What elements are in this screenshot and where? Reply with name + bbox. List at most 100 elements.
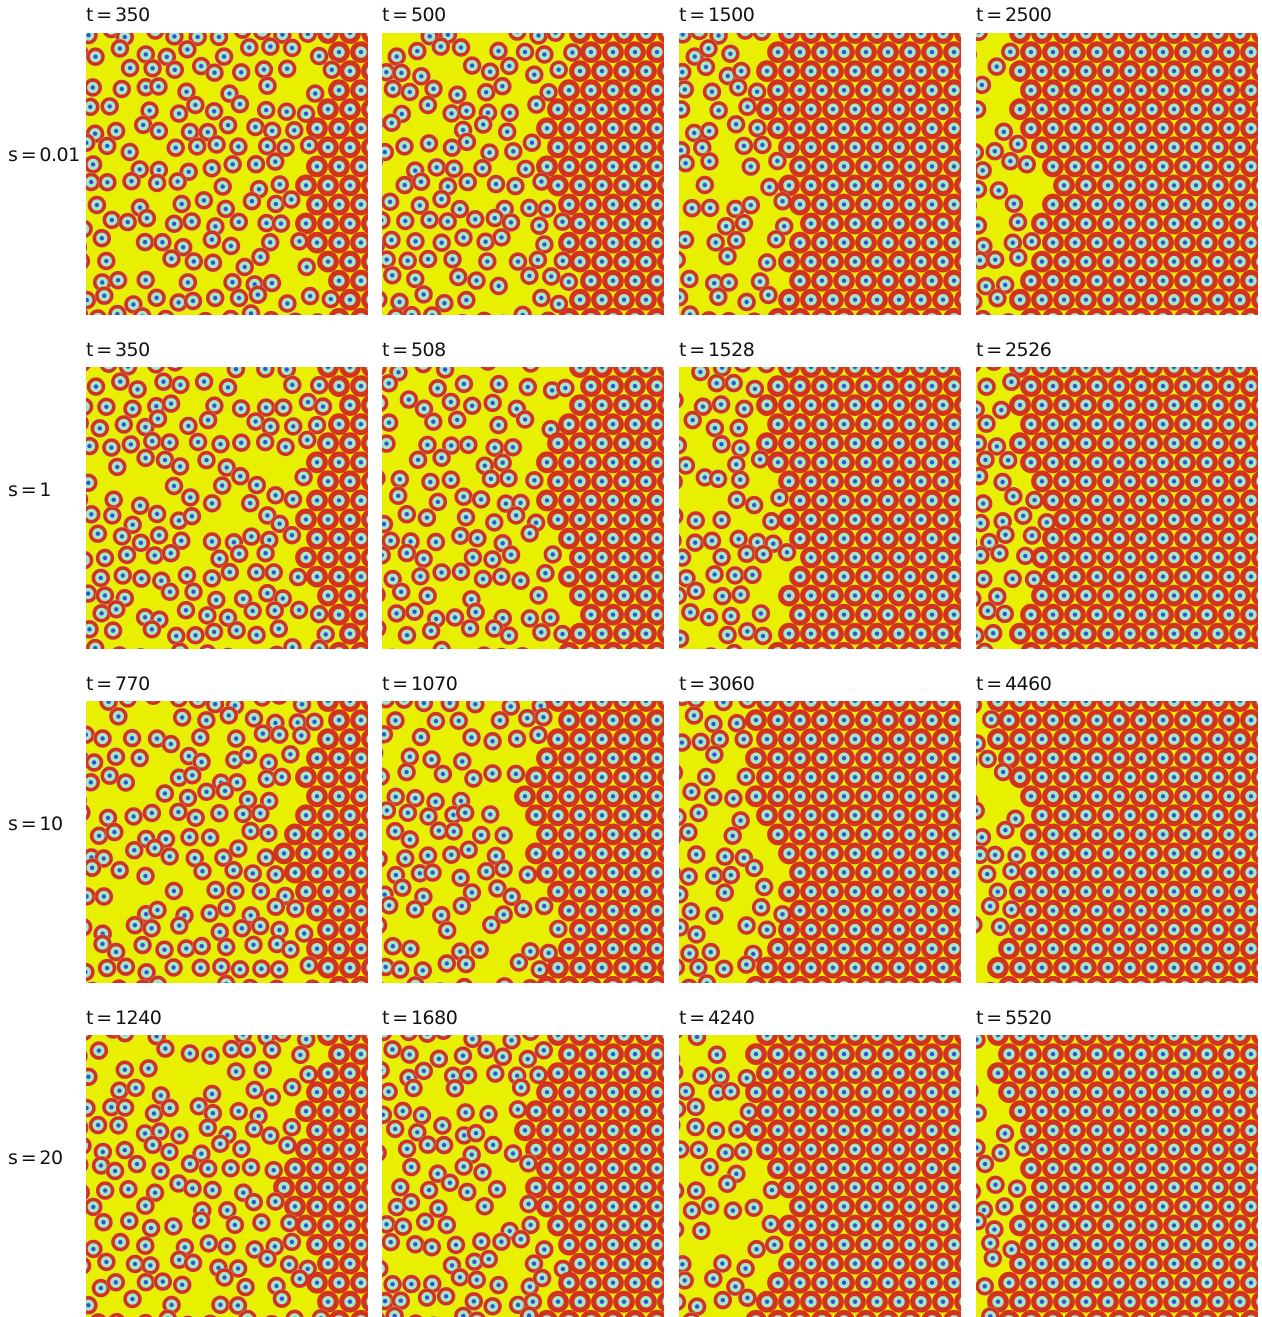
spot <box>266 865 285 884</box>
spot <box>1230 471 1251 492</box>
spot <box>581 1196 602 1217</box>
spot <box>247 626 266 645</box>
spot <box>1065 900 1086 921</box>
spot <box>592 729 613 750</box>
spot <box>412 172 431 191</box>
spot <box>1241 490 1259 511</box>
spot <box>136 1236 155 1255</box>
spot <box>636 623 657 644</box>
spot <box>760 178 779 197</box>
spot <box>298 430 317 449</box>
spot <box>318 1215 339 1236</box>
spot <box>483 550 502 569</box>
spot <box>1241 376 1259 397</box>
spot <box>834 270 855 291</box>
spot <box>481 469 500 488</box>
spot <box>537 862 558 883</box>
spot <box>419 846 438 865</box>
spot <box>525 65 544 84</box>
spot <box>581 824 602 845</box>
spot <box>1043 42 1064 63</box>
spot <box>155 784 174 803</box>
spot <box>193 862 212 881</box>
spot <box>136 448 155 467</box>
spot <box>911 1177 932 1198</box>
spot <box>424 79 443 98</box>
spot <box>1043 900 1064 921</box>
spot <box>136 233 155 252</box>
spot <box>1065 414 1086 435</box>
spot <box>169 802 188 821</box>
spot <box>1109 1196 1130 1217</box>
spot <box>382 113 401 132</box>
spot <box>1197 270 1218 291</box>
spot <box>227 729 246 748</box>
spot <box>518 1050 537 1069</box>
spot <box>1120 61 1141 82</box>
spot <box>1164 289 1185 310</box>
spot <box>1054 1215 1075 1236</box>
spot <box>911 729 932 750</box>
spot <box>119 1180 138 1199</box>
spot <box>1164 395 1185 416</box>
spot <box>856 566 877 587</box>
spot <box>867 1291 888 1312</box>
spot <box>205 622 224 641</box>
spot <box>559 194 580 215</box>
spot <box>136 1273 155 1292</box>
spot <box>592 805 613 826</box>
spot <box>911 1063 932 1084</box>
spot <box>727 231 746 250</box>
spot <box>500 626 519 645</box>
spot <box>456 1103 475 1122</box>
pattern-image <box>86 367 368 649</box>
spot <box>386 1119 405 1138</box>
spot <box>520 524 539 543</box>
spot <box>476 232 495 251</box>
spot <box>692 1066 711 1085</box>
spot <box>753 136 772 155</box>
spot <box>570 213 591 234</box>
spot <box>242 527 261 546</box>
spot <box>812 862 833 883</box>
spot <box>483 393 502 412</box>
spot <box>227 621 246 640</box>
spot <box>889 61 910 82</box>
spot <box>1230 1215 1251 1236</box>
spot <box>515 1120 536 1141</box>
spot <box>922 566 943 587</box>
spot <box>570 1291 591 1312</box>
spot <box>856 156 877 177</box>
spot <box>570 137 591 158</box>
spot <box>801 585 822 606</box>
spot <box>867 881 888 902</box>
spot <box>878 786 899 807</box>
spot <box>1032 1177 1053 1198</box>
spot <box>845 843 866 864</box>
spot <box>911 509 932 530</box>
spot <box>603 490 624 511</box>
spot <box>746 1120 767 1141</box>
spot <box>823 729 844 750</box>
spot <box>1043 1044 1064 1065</box>
spot <box>889 547 910 568</box>
spot <box>889 175 910 196</box>
spot <box>489 277 508 296</box>
spot <box>257 101 276 120</box>
spot <box>437 1216 456 1235</box>
spot <box>1120 957 1141 978</box>
spot <box>911 957 932 978</box>
spot <box>110 861 129 880</box>
spot <box>856 1120 877 1141</box>
spot <box>986 1175 1005 1194</box>
spot <box>463 56 482 75</box>
spot <box>999 1044 1020 1065</box>
spot <box>1219 118 1240 139</box>
spot <box>121 435 140 454</box>
spot <box>340 585 361 606</box>
spot <box>759 286 778 305</box>
panel-title: t = 1500 <box>679 4 754 26</box>
spot <box>1087 376 1108 397</box>
spot <box>1208 395 1229 416</box>
spot <box>705 906 724 925</box>
